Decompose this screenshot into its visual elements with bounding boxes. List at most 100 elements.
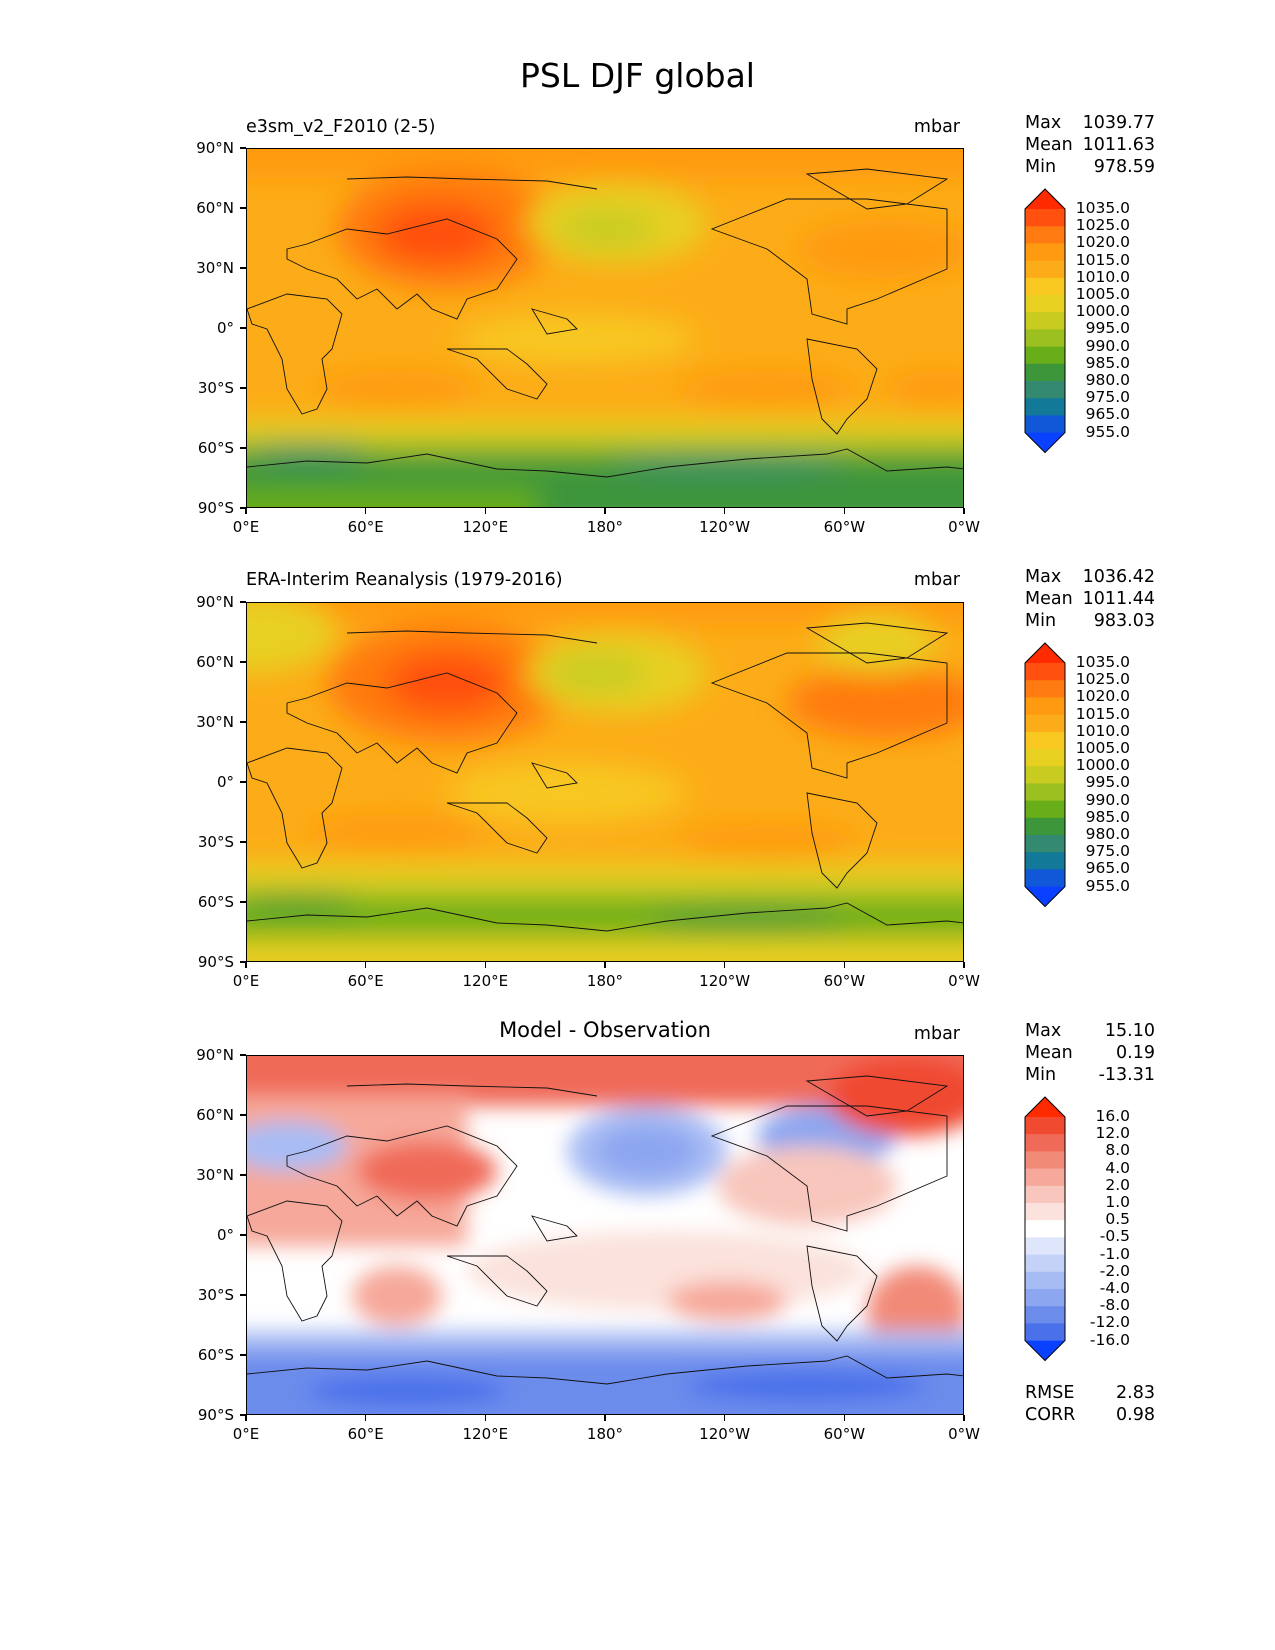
panel-3-extra-stats: RMSE 2.83 CORR 0.98 <box>1025 1382 1155 1426</box>
panel-3-units: mbar <box>913 1024 960 1044</box>
lon-tick-label: 120°E <box>462 518 509 536</box>
colorbar-level-label: 980.0 <box>1085 371 1130 389</box>
lat-tick-label: 60°N <box>196 1106 234 1124</box>
lon-tick-label: 60°E <box>347 518 384 536</box>
colorbar-level-label: 975.0 <box>1085 388 1130 407</box>
colorbar-swatch <box>1025 1117 1065 1135</box>
lat-tick-mark <box>240 387 246 389</box>
colorbar-swatch <box>1025 363 1065 382</box>
lat-tick-mark <box>240 601 246 603</box>
colorbar-level-label: 1020.0 <box>1075 233 1130 252</box>
stat-label: Max <box>1025 1021 1062 1041</box>
lat-tick-label: 60°N <box>196 199 234 217</box>
colorbar-swatch <box>1025 697 1065 715</box>
colorbar-level-label: 995.0 <box>1085 773 1130 792</box>
lon-tick-mark <box>843 1415 846 1421</box>
lat-tick-mark <box>240 1414 246 1416</box>
stat-label: RMSE <box>1025 1382 1075 1403</box>
lon-tick-mark <box>364 1415 367 1421</box>
panel-1-colorbar <box>1024 188 1066 454</box>
lon-tick-label: 120°W <box>699 1425 751 1443</box>
lon-tick-mark <box>963 508 965 514</box>
colorbar-swatch <box>1025 277 1065 296</box>
panel-3-stats: Max 15.10 Mean 0.19 Min -13.31 <box>1025 1020 1155 1086</box>
panel-1-stats: Max 1039.77 Mean 1011.63 Min 978.59 <box>1025 112 1155 178</box>
colorbar-level-label: -2.0 <box>1099 1261 1130 1280</box>
colorbar-level-label: 16.0 <box>1095 1107 1130 1125</box>
colorbar-level-label: -1.0 <box>1099 1244 1130 1263</box>
colorbar-swatch <box>1025 869 1065 887</box>
colorbar-extend-min <box>1025 1340 1065 1361</box>
lon-tick-label: 0°E <box>232 1425 260 1443</box>
figure-title: PSL DJF global <box>520 56 755 95</box>
lat-tick-mark <box>240 781 246 783</box>
lat-tick-mark <box>240 447 246 449</box>
lon-tick-label: 120°E <box>462 972 509 990</box>
stat-value: 0.98 <box>1116 1404 1155 1425</box>
stat-label: Min <box>1025 1065 1057 1085</box>
lat-tick-mark <box>240 1354 246 1356</box>
lat-tick-mark <box>240 961 246 963</box>
lon-tick-label: 120°E <box>462 1425 509 1443</box>
stat-value: 2.83 <box>1116 1382 1155 1403</box>
lat-tick-label: 60°S <box>197 893 234 911</box>
colorbar-swatch <box>1025 226 1065 244</box>
colorbar-outline <box>1024 642 1066 908</box>
lat-tick-label: 30°N <box>196 259 234 277</box>
colorbar-swatch <box>1025 295 1065 313</box>
colorbar-swatch <box>1025 1134 1065 1152</box>
panel-1-pressure-field <box>247 149 963 507</box>
colorbar-level-label: 990.0 <box>1085 336 1130 355</box>
colorbar-swatch <box>1025 749 1065 767</box>
lon-tick-mark <box>484 1415 487 1421</box>
lat-tick-label: 90°N <box>196 1046 234 1064</box>
colorbar-level-label: 980.0 <box>1085 825 1130 843</box>
lat-tick-label: 90°S <box>197 1406 234 1424</box>
colorbar-level-label: 1010.0 <box>1075 267 1130 286</box>
colorbar-swatch <box>1025 415 1065 433</box>
colorbar-extend-max <box>1025 189 1065 209</box>
stat-row: CORR 0.98 <box>1025 1404 1155 1426</box>
stat-row: Mean 0.19 <box>1025 1042 1155 1064</box>
colorbar-swatch <box>1025 1168 1065 1187</box>
lat-tick-label: 90°N <box>196 139 234 157</box>
stat-label: Min <box>1025 157 1057 177</box>
lat-tick-label: 60°S <box>197 1346 234 1364</box>
lon-tick-label: 180° <box>586 972 624 990</box>
lat-tick-label: 30°S <box>197 1286 234 1304</box>
colorbar-swatch <box>1025 766 1065 784</box>
stat-label: Mean <box>1025 589 1073 609</box>
panel-2-pressure-field <box>247 603 963 961</box>
stat-row: Min 978.59 <box>1025 156 1155 178</box>
lat-tick-label: 30°S <box>197 379 234 397</box>
colorbar-level-label: -0.5 <box>1099 1227 1130 1246</box>
panel-2-colorbar <box>1024 642 1066 908</box>
lat-tick-label: 60°S <box>197 439 234 457</box>
stat-row: Max 15.10 <box>1025 1020 1155 1042</box>
lat-tick-label: 90°N <box>196 593 234 611</box>
lat-tick-mark <box>240 207 246 209</box>
colorbar-swatch <box>1025 329 1065 347</box>
colorbar-swatch <box>1025 817 1065 836</box>
lat-tick-mark <box>240 507 246 509</box>
lon-tick-label: 60°E <box>347 1425 384 1443</box>
lat-tick-mark <box>240 721 246 723</box>
panel-2-map <box>246 602 964 962</box>
stat-row: Min -13.31 <box>1025 1064 1155 1086</box>
panel-3-colorbar <box>1024 1096 1066 1362</box>
colorbar-extend-max <box>1025 643 1065 663</box>
lat-tick-label: 30°N <box>196 713 234 731</box>
stat-value: 1011.63 <box>1082 135 1155 155</box>
colorbar-extend-min <box>1025 432 1065 453</box>
stat-row: Mean 1011.63 <box>1025 134 1155 156</box>
lat-tick-label: 60°N <box>196 653 234 671</box>
stat-label: Min <box>1025 611 1057 631</box>
lon-tick-mark <box>484 508 487 514</box>
colorbar-level-label: 1025.0 <box>1075 670 1130 689</box>
colorbar-swatch <box>1025 663 1065 681</box>
stat-label: Mean <box>1025 1043 1073 1063</box>
stat-value: 1011.44 <box>1082 589 1155 609</box>
lon-tick-label: 60°E <box>347 972 384 990</box>
colorbar-level-label: 955.0 <box>1085 876 1130 895</box>
colorbar-level-label: 975.0 <box>1085 842 1130 861</box>
